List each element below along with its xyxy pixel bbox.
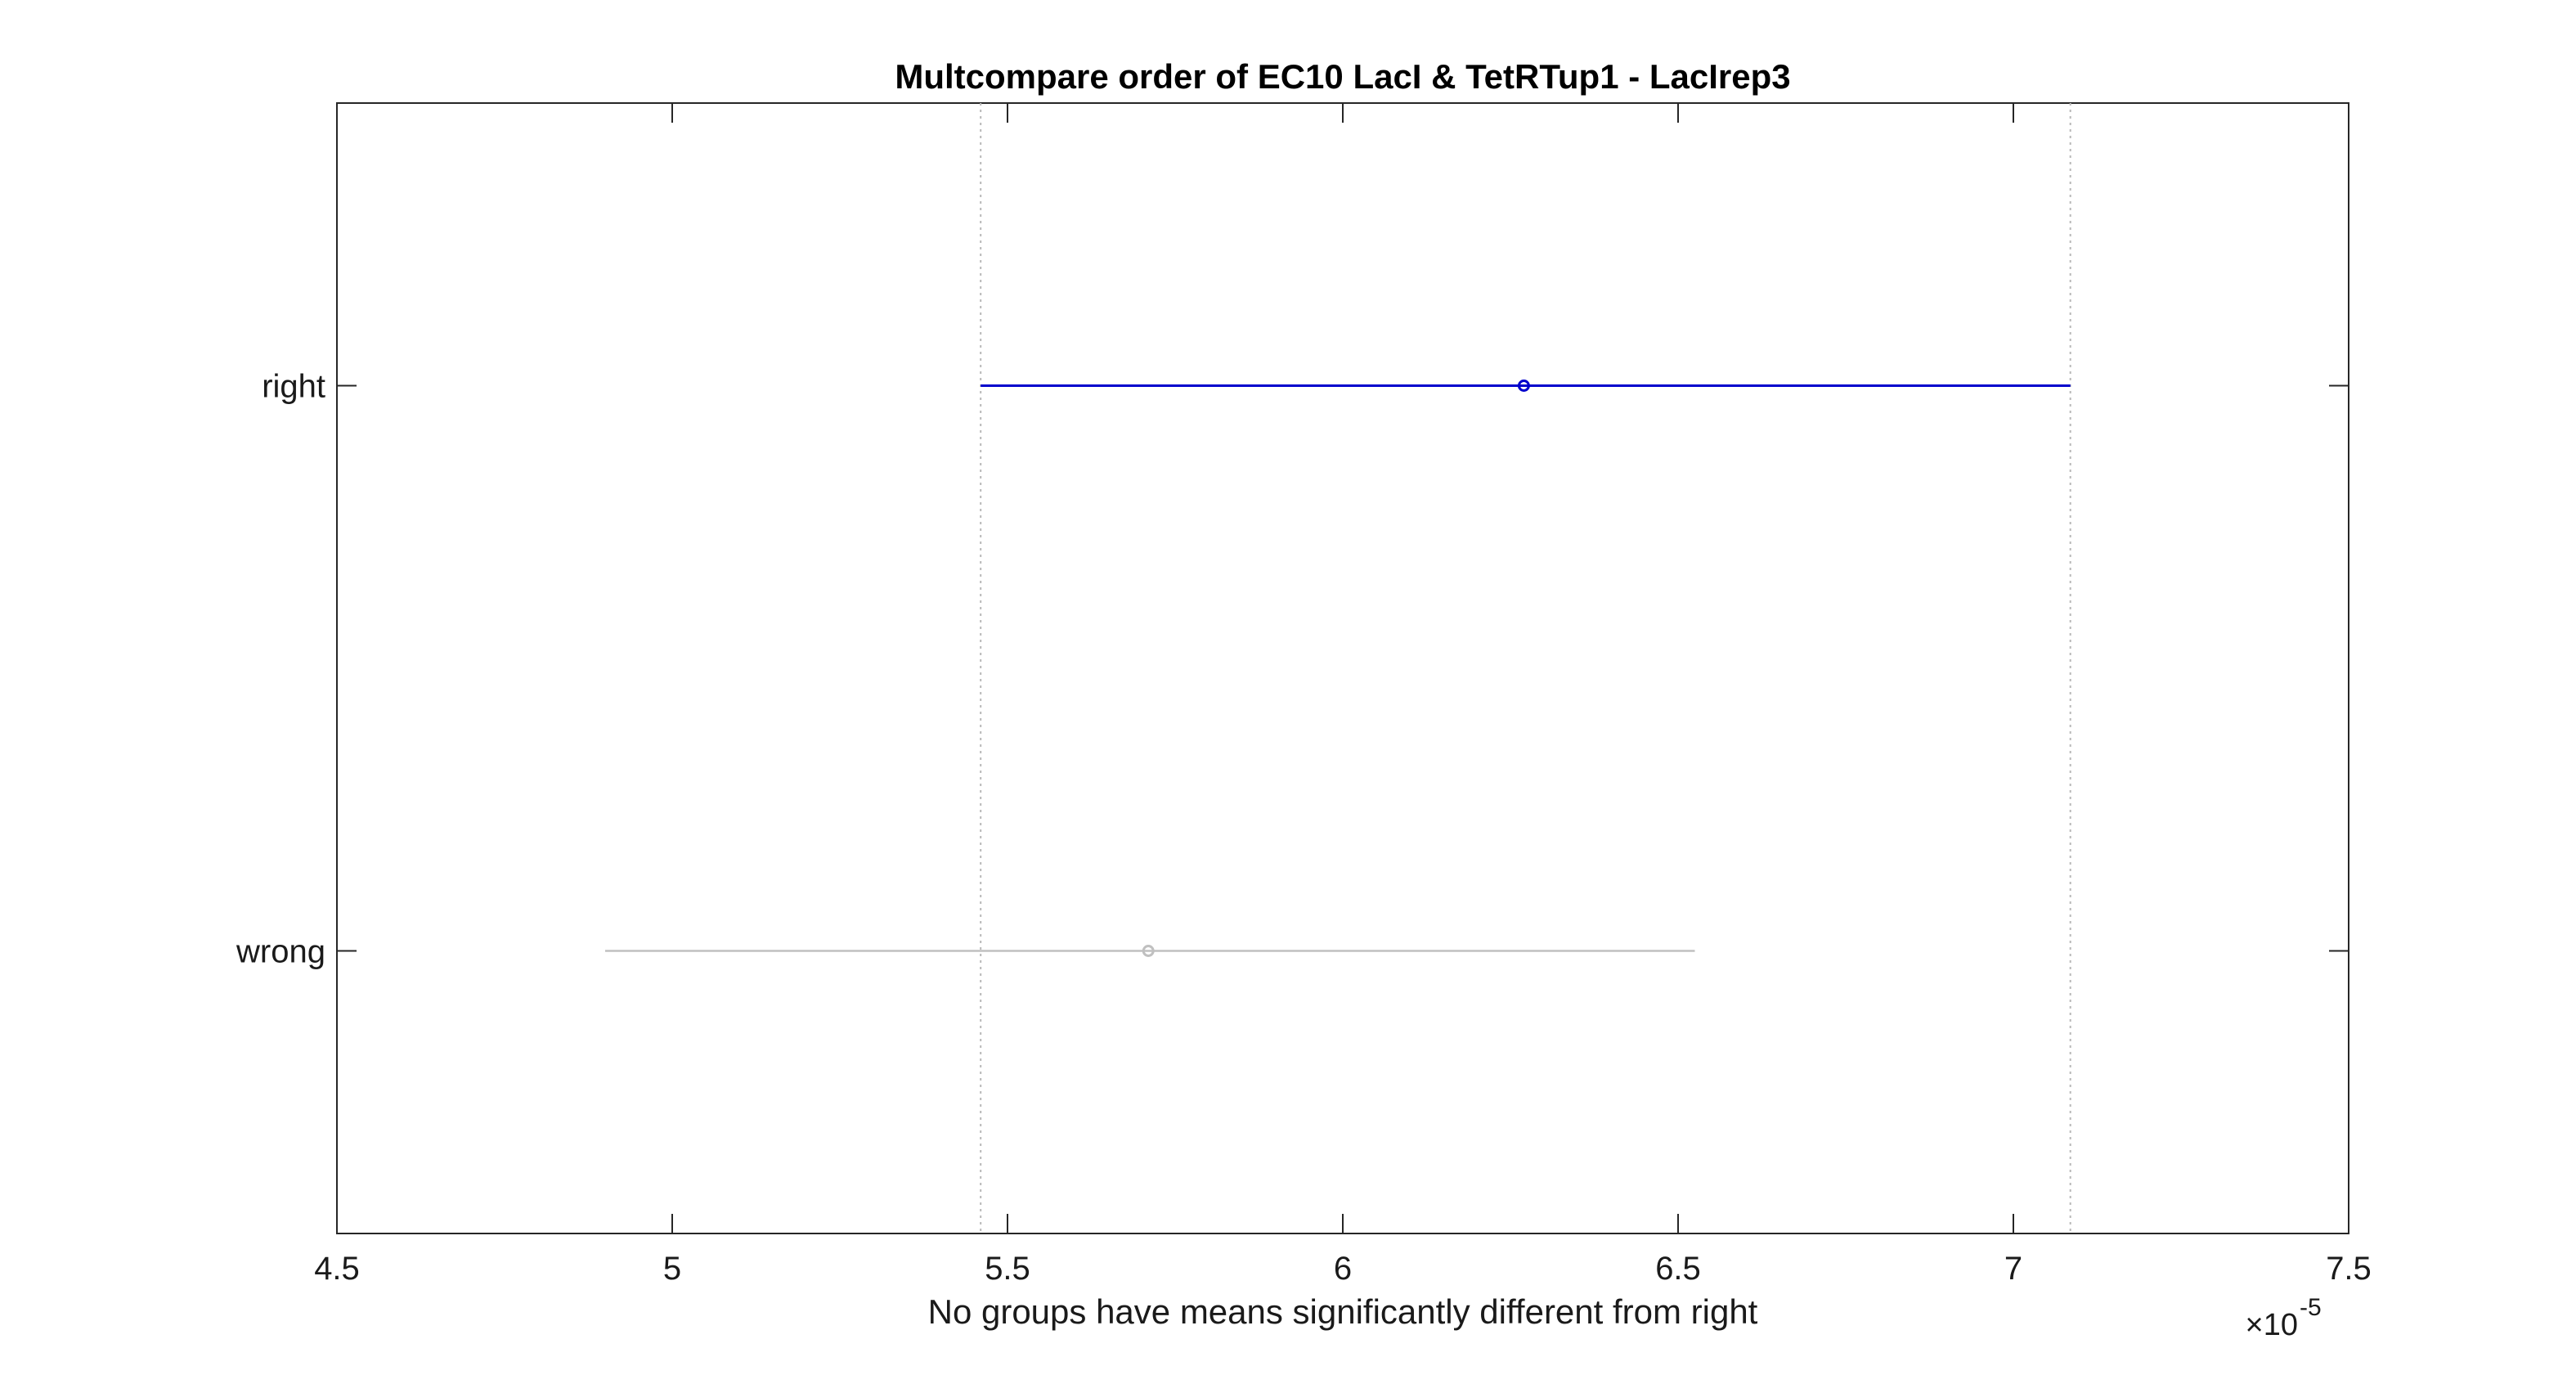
- plot-area: [336, 102, 2349, 1234]
- y-axis-ticks: right wrong: [236, 369, 2349, 970]
- mean-marker-right: [1517, 380, 1530, 392]
- mean-marker-wrong: [1142, 945, 1155, 957]
- x-exponent-base: ×10: [2246, 1308, 2298, 1342]
- x-exponent-power: -5: [2300, 1294, 2322, 1321]
- y-tick-label: wrong: [236, 934, 325, 970]
- x-axis-label: No groups have means significantly diffe…: [928, 1292, 1758, 1331]
- x-axis-ticks: 4.5 5 5.5 6 6.5 7 7.5: [314, 103, 2372, 1287]
- x-tick-label: 7.5: [2326, 1251, 2372, 1287]
- x-tick-label: 5: [663, 1251, 681, 1287]
- x-tick-label: 6: [1334, 1251, 1352, 1287]
- error-bars: [605, 380, 2071, 957]
- x-tick-label: 4.5: [314, 1251, 360, 1287]
- x-tick-label: 7: [2004, 1251, 2022, 1287]
- x-tick-label: 5.5: [985, 1251, 1030, 1287]
- x-tick-label: 6.5: [1655, 1251, 1701, 1287]
- y-tick-label: right: [262, 369, 325, 405]
- x-axis-exponent: ×10 -5: [2246, 1294, 2322, 1342]
- chart-title: Multcompare order of EC10 LacI & TetRTup…: [895, 57, 1790, 96]
